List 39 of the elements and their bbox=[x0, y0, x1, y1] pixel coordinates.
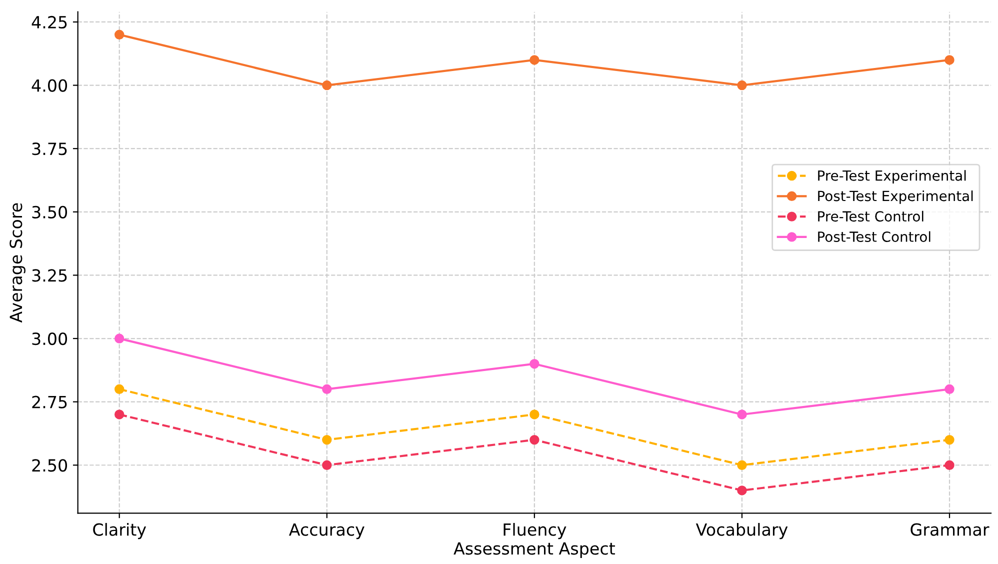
point bbox=[737, 410, 747, 420]
y-tick-label: 3.75 bbox=[32, 142, 67, 156]
x-axis-title: Assessment Aspect bbox=[454, 542, 615, 558]
point bbox=[114, 30, 124, 40]
legend-label: Post-Test Experimental bbox=[818, 190, 973, 204]
x-tick-label: Accuracy bbox=[288, 523, 364, 540]
y-tick-label: 4.25 bbox=[32, 16, 67, 29]
y-tick-label: 4.00 bbox=[32, 79, 68, 92]
y-tick-label: 2.75 bbox=[32, 396, 67, 408]
y-tick-label: 3.50 bbox=[32, 206, 68, 218]
point bbox=[114, 384, 124, 394]
point bbox=[737, 460, 747, 470]
x-tick-label: Grammar bbox=[910, 523, 990, 536]
x-tick-label: Fluency bbox=[504, 522, 566, 540]
y-tick-label: 3.25 bbox=[32, 269, 67, 282]
point bbox=[114, 334, 124, 344]
x-tick-label: Vocabulary bbox=[696, 522, 788, 540]
point bbox=[530, 358, 540, 369]
legend-label: Post-Test Control bbox=[818, 231, 930, 242]
point bbox=[944, 384, 954, 394]
point bbox=[530, 55, 540, 65]
y-axis-title: Average Score bbox=[10, 203, 26, 323]
point bbox=[737, 486, 747, 496]
y-tick-label: 2.50 bbox=[32, 459, 68, 472]
point bbox=[322, 460, 332, 470]
point bbox=[944, 460, 954, 470]
point bbox=[322, 434, 332, 445]
legend-label: Pre-Test Control bbox=[818, 210, 924, 222]
y-tick-label: 3.00 bbox=[32, 332, 68, 346]
point bbox=[530, 434, 540, 445]
point bbox=[322, 384, 332, 394]
point bbox=[737, 80, 747, 90]
x-tick-label: Clarity bbox=[93, 522, 146, 540]
point bbox=[530, 410, 540, 420]
point bbox=[944, 55, 954, 65]
point bbox=[322, 80, 332, 90]
legend-label: Pre-Test Experimental bbox=[818, 170, 966, 184]
point bbox=[114, 410, 124, 420]
point bbox=[944, 434, 954, 445]
